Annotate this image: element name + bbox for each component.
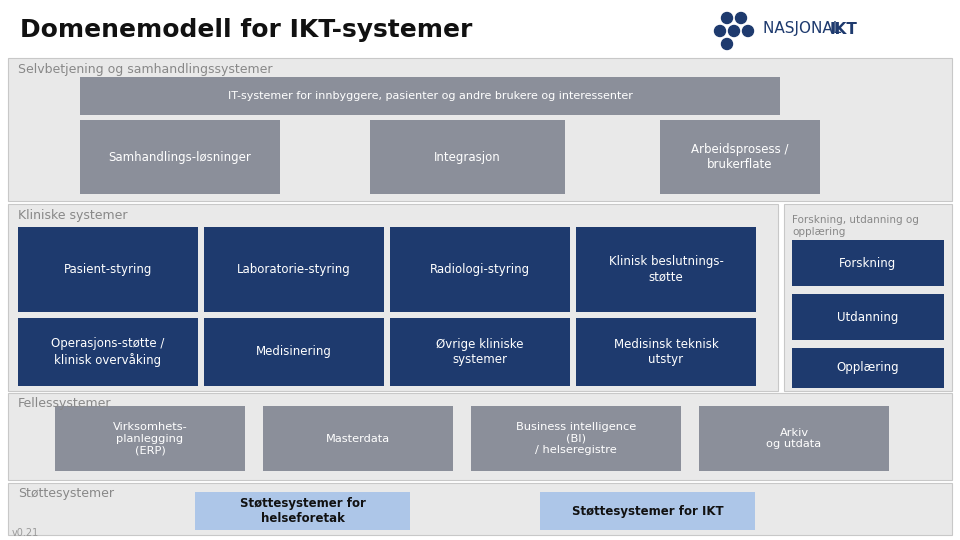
Text: Business intelligence
(BI)
/ helseregistre: Business intelligence (BI) / helseregist… <box>516 422 636 455</box>
Text: Støttesystemer: Støttesystemer <box>18 487 114 500</box>
Text: Samhandlings-løsninger: Samhandlings-løsninger <box>108 151 252 164</box>
Circle shape <box>714 25 726 37</box>
Text: Pasient-styring: Pasient-styring <box>63 263 153 276</box>
Bar <box>195 492 410 530</box>
Bar <box>784 204 952 391</box>
Text: Støttesystemer for
helseforetak: Støttesystemer for helseforetak <box>240 497 366 525</box>
Bar <box>0 0 960 57</box>
Bar <box>390 318 570 386</box>
Text: Klinisk beslutnings-
støtte: Klinisk beslutnings- støtte <box>609 255 724 284</box>
Bar <box>8 483 952 535</box>
Bar <box>576 227 756 312</box>
Bar <box>576 318 756 386</box>
Text: Medisinering: Medisinering <box>256 346 332 359</box>
Text: Forskning, utdanning og
opplæring: Forskning, utdanning og opplæring <box>792 215 919 237</box>
Text: Utdanning: Utdanning <box>837 310 899 323</box>
Text: Arkiv
og utdata: Arkiv og utdata <box>766 428 822 449</box>
Circle shape <box>742 25 754 37</box>
Text: v0.21: v0.21 <box>12 528 39 538</box>
Circle shape <box>735 12 747 24</box>
Bar <box>792 240 944 286</box>
Bar <box>204 318 384 386</box>
Bar <box>263 406 453 471</box>
Bar <box>8 204 778 391</box>
Bar <box>792 348 944 388</box>
Bar <box>80 77 780 115</box>
Bar <box>792 294 944 340</box>
Text: Kliniske systemer: Kliniske systemer <box>18 208 128 221</box>
Circle shape <box>729 25 739 37</box>
Text: Operasjons-støtte /
klinisk overvåking: Operasjons-støtte / klinisk overvåking <box>51 338 165 367</box>
Text: Laboratorie-styring: Laboratorie-styring <box>237 263 350 276</box>
Bar <box>18 227 198 312</box>
Bar <box>55 406 245 471</box>
Text: Masterdata: Masterdata <box>326 434 390 443</box>
Text: NASJONAL: NASJONAL <box>763 22 851 37</box>
Text: Radiologi-styring: Radiologi-styring <box>430 263 530 276</box>
Circle shape <box>722 12 732 24</box>
Text: IKT: IKT <box>830 22 858 37</box>
Text: IT-systemer for innbyggere, pasienter og andre brukere og interessenter: IT-systemer for innbyggere, pasienter og… <box>228 91 633 101</box>
Text: Medisinsk teknisk
utstyr: Medisinsk teknisk utstyr <box>613 338 718 366</box>
Bar <box>390 227 570 312</box>
Text: Forskning: Forskning <box>839 256 897 269</box>
Bar <box>204 227 384 312</box>
Text: Fellessystemer: Fellessystemer <box>18 396 111 409</box>
Bar <box>660 120 820 194</box>
Text: Arbeidsprosess /
brukerflate: Arbeidsprosess / brukerflate <box>691 143 789 171</box>
Bar <box>8 393 952 480</box>
Text: Selvbetjening og samhandlingssystemer: Selvbetjening og samhandlingssystemer <box>18 63 273 76</box>
Circle shape <box>722 38 732 50</box>
Text: Virksomhets-
planlegging
(ERP): Virksomhets- planlegging (ERP) <box>112 422 187 455</box>
Text: Opplæring: Opplæring <box>837 361 900 375</box>
Bar <box>18 318 198 386</box>
Text: Øvrige kliniske
systemer: Øvrige kliniske systemer <box>436 338 524 366</box>
Text: Støttesystemer for IKT: Støttesystemer for IKT <box>572 504 723 517</box>
Bar <box>471 406 681 471</box>
Text: Integrasjon: Integrasjon <box>434 151 501 164</box>
Bar <box>370 120 565 194</box>
Bar <box>699 406 889 471</box>
Bar <box>540 492 755 530</box>
Bar <box>8 58 952 201</box>
Bar <box>80 120 280 194</box>
Text: Domenemodell for IKT-systemer: Domenemodell for IKT-systemer <box>20 18 472 42</box>
